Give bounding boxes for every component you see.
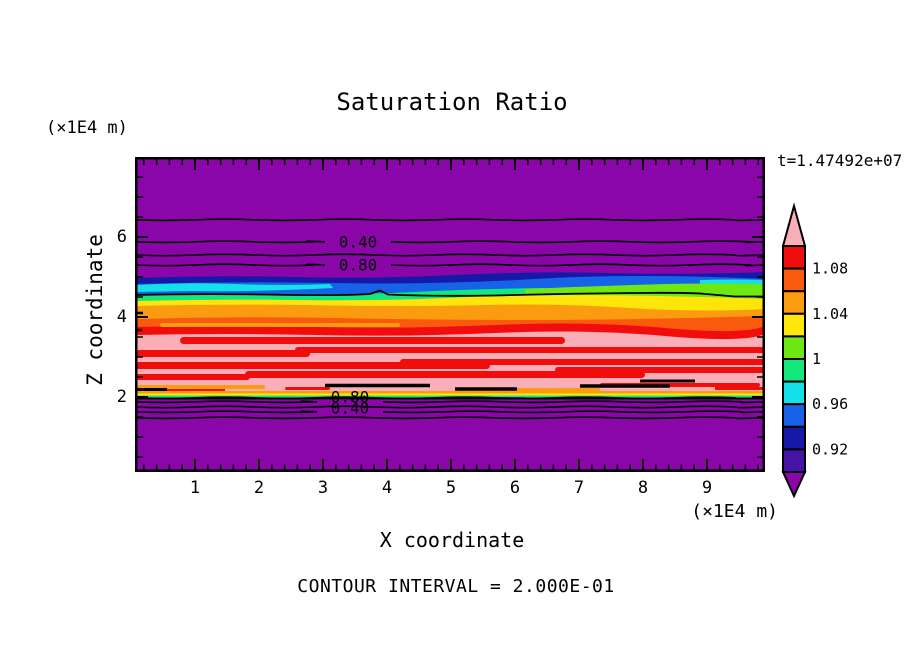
timestamp-label: t=1.47492e+07	[777, 151, 902, 170]
contour-interval-note: CONTOUR INTERVAL = 2.000E-01	[297, 576, 614, 597]
x-tick-label: 9	[694, 478, 720, 498]
colorbar-tick-label: 1.08	[812, 260, 848, 278]
x-tick-label: 7	[566, 478, 592, 498]
upper-contour-label-080: 0.80	[339, 256, 378, 275]
upper-contour-label-040: 0.40	[339, 233, 378, 252]
x-axis-label: X coordinate	[380, 528, 525, 552]
x-tick-label: 2	[246, 478, 272, 498]
z-tick-label: 2	[99, 387, 127, 407]
z-tick-label: 4	[99, 307, 127, 327]
colorbar-tick-label: 1.04	[812, 305, 848, 323]
x-tick-label: 1	[182, 478, 208, 498]
colorbar-segment	[783, 314, 805, 337]
x-tick-label: 4	[374, 478, 400, 498]
colorbar-tick-label: 1	[812, 350, 821, 368]
colorbar-segment	[783, 291, 805, 314]
contour-plot-page: { "title": "Saturation Ratio", "timestam…	[0, 0, 904, 654]
colorbar: 1.08 1.04 1 0.96 0.92	[778, 198, 878, 508]
colorbar-segment	[783, 336, 805, 359]
colorbar-segment	[783, 382, 805, 405]
colorbar-segment	[783, 269, 805, 292]
plot-area: 0.40 0.80 0.80 0.40	[135, 157, 765, 472]
colorbar-segment	[783, 427, 805, 450]
colorbar-segment	[783, 404, 805, 427]
colorbar-segment	[783, 472, 805, 496]
colorbar-segment	[783, 449, 805, 472]
colorbar-tick-label: 0.92	[812, 440, 848, 458]
x-tick-label: 3	[310, 478, 336, 498]
colorbar-tick-label: 0.96	[812, 395, 848, 413]
plot-title: Saturation Ratio	[336, 88, 567, 116]
lower-contour-label-040: 0.40	[331, 399, 370, 418]
colorbar-segment	[783, 206, 805, 246]
x-axis-unit-label: (×1E4 m)	[648, 501, 778, 522]
x-tick-label: 6	[502, 478, 528, 498]
colorbar-segment	[783, 246, 805, 269]
z-axis-unit-label: (×1E4 m)	[46, 118, 128, 138]
colorbar-segment	[783, 359, 805, 382]
x-tick-label: 8	[630, 478, 656, 498]
x-tick-label: 5	[438, 478, 464, 498]
z-tick-label: 6	[99, 227, 127, 247]
